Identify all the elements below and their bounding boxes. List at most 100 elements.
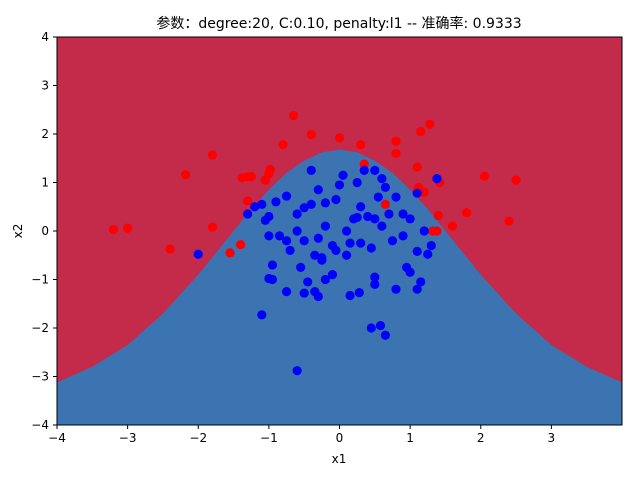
red-point	[479, 171, 489, 181]
red-point	[225, 248, 235, 258]
blue-point	[391, 192, 401, 202]
blue-point	[345, 290, 355, 301]
red-point	[462, 207, 472, 218]
red-point	[432, 226, 442, 236]
red-point	[504, 216, 514, 226]
y-axis-label: x2	[11, 224, 25, 239]
red-point	[359, 159, 369, 169]
blue-point	[356, 202, 366, 212]
y-tick-label: 4	[41, 30, 49, 44]
red-point	[306, 129, 316, 140]
plot-area	[56, 36, 623, 426]
red-point	[433, 210, 443, 221]
blue-point	[341, 226, 352, 236]
blue-point	[292, 366, 302, 376]
red-point	[180, 170, 191, 180]
blue-point	[387, 236, 398, 246]
blue-point	[320, 274, 330, 285]
blue-point	[426, 240, 436, 251]
blue-point	[281, 287, 292, 297]
y-tick-label: 1	[41, 176, 49, 190]
blue-point	[274, 231, 285, 241]
blue-point	[306, 199, 316, 209]
x-tick-label: −4	[48, 431, 66, 445]
red-point	[123, 223, 133, 233]
blue-point	[366, 243, 376, 253]
y-tick-label: 2	[41, 127, 49, 141]
red-point	[380, 199, 391, 209]
blue-point	[345, 238, 355, 248]
red-point	[412, 162, 422, 172]
blue-point	[363, 211, 373, 222]
blue-point	[412, 246, 422, 256]
x-tick-label: −3	[119, 431, 137, 445]
blue-point	[243, 209, 253, 219]
inner-region	[57, 149, 622, 425]
blue-point	[341, 250, 352, 260]
blue-point	[405, 267, 415, 277]
blue-point	[373, 192, 383, 202]
x-tick-label: 0	[336, 431, 344, 445]
blue-point	[320, 221, 330, 231]
blue-point	[398, 231, 408, 241]
blue-point	[370, 165, 380, 175]
points-layer	[108, 110, 521, 376]
y-tick-label: 0	[41, 224, 49, 238]
blue-point	[432, 174, 442, 184]
blue-point	[267, 274, 278, 285]
y-tick-label: −2	[31, 321, 49, 335]
blue-point	[380, 330, 391, 340]
blue-point	[299, 236, 309, 246]
blue-point	[419, 226, 429, 236]
blue-point	[370, 214, 380, 224]
blue-point	[380, 182, 391, 192]
red-point	[391, 136, 401, 146]
blue-point	[285, 245, 295, 255]
blue-point	[377, 174, 387, 184]
x-tick-label: 3	[548, 431, 556, 445]
blue-point	[193, 249, 203, 259]
blue-point	[306, 165, 316, 175]
y-axis: −4 −3 −2 −1 0 1 2 3 4	[31, 30, 57, 432]
x-tick-label: 1	[406, 431, 414, 445]
red-point	[391, 148, 401, 158]
blue-point	[359, 165, 369, 175]
red-point	[447, 221, 458, 231]
red-point	[165, 244, 175, 254]
blue-point	[317, 253, 327, 263]
y-tick-label: −4	[31, 418, 49, 432]
blue-point	[296, 262, 306, 272]
x-tick-label: 2	[477, 431, 485, 445]
red-point	[511, 175, 521, 185]
blue-point	[310, 287, 320, 297]
x-axis: −4 −3 −2 −1 0 1 2 3	[48, 425, 555, 445]
blue-point	[310, 250, 320, 260]
blue-point	[299, 203, 309, 213]
x-axis-label: x1	[332, 452, 347, 466]
blue-point	[313, 233, 323, 243]
blue-point	[257, 199, 267, 209]
blue-point	[292, 226, 302, 236]
red-point	[356, 140, 366, 150]
blue-point	[303, 277, 313, 287]
blue-point	[423, 249, 433, 259]
x-tick-label: −2	[189, 431, 207, 445]
blue-point	[412, 188, 422, 198]
chart-title: 参数：degree:20, C:0.10, penalty:l1 -- 准确率:…	[156, 15, 521, 32]
blue-point	[416, 277, 426, 287]
blue-point	[391, 284, 401, 294]
red-point	[246, 172, 256, 182]
blue-point	[292, 209, 302, 219]
red-point	[236, 239, 246, 250]
y-tick-label: −3	[31, 370, 49, 384]
blue-point	[370, 279, 380, 289]
red-point	[207, 150, 217, 160]
blue-point	[366, 323, 376, 333]
blue-point	[281, 191, 292, 201]
red-point	[288, 110, 299, 121]
blue-point	[405, 214, 415, 224]
blue-point	[352, 177, 362, 188]
blue-point	[250, 202, 260, 212]
blue-point	[299, 288, 309, 298]
